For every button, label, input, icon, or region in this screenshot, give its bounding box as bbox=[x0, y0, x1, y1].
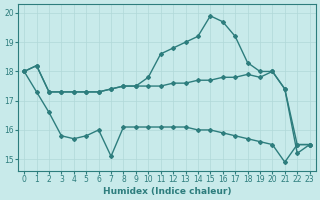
X-axis label: Humidex (Indice chaleur): Humidex (Indice chaleur) bbox=[103, 187, 231, 196]
